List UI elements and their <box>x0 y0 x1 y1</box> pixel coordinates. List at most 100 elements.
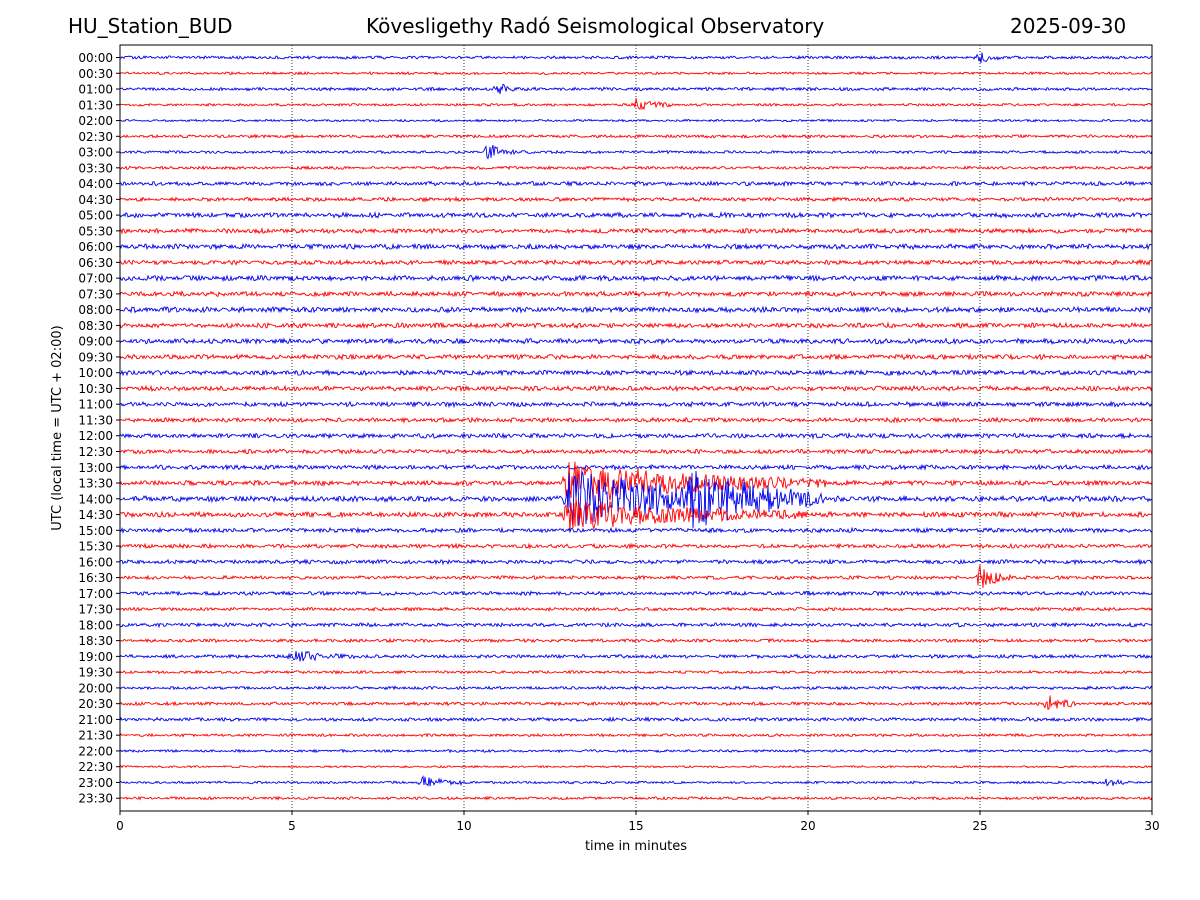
trace-1700 <box>119 590 1153 597</box>
trace-2130 <box>119 732 1153 738</box>
trace-0400 <box>119 179 1153 188</box>
y-tick-label: 06:00 <box>78 240 113 254</box>
y-tick-label: 03:30 <box>78 161 113 175</box>
trace-2300 <box>119 775 1153 787</box>
x-tick-label: 15 <box>628 819 643 833</box>
y-tick-label: 08:00 <box>78 303 113 317</box>
y-tick-label: 18:00 <box>78 618 113 632</box>
y-tick-label: 23:00 <box>78 776 113 790</box>
trace-2100 <box>119 716 1153 723</box>
trace-1100 <box>119 400 1153 409</box>
trace-0300 <box>119 145 1153 160</box>
y-tick-label: 15:30 <box>78 540 113 554</box>
trace-2330 <box>119 795 1153 801</box>
y-tick-label: 18:30 <box>78 634 113 648</box>
y-tick-label: 20:30 <box>78 697 113 711</box>
y-tick-label: 22:00 <box>78 744 113 758</box>
y-tick-label: 09:30 <box>78 350 113 364</box>
trace-0230 <box>119 133 1153 139</box>
y-axis-label: UTC (local time = UTC + 02:00) <box>50 325 65 530</box>
y-tick-label: 01:00 <box>78 83 113 97</box>
x-tick-label: 20 <box>800 819 815 833</box>
trace-0530 <box>119 226 1153 235</box>
y-tick-label: 11:00 <box>78 398 113 412</box>
y-tick-label: 07:30 <box>78 287 113 301</box>
y-tick-label: 21:30 <box>78 729 113 743</box>
y-tick-label: 13:00 <box>78 461 113 475</box>
trace-1000 <box>119 368 1153 377</box>
x-tick-label: 5 <box>288 819 296 833</box>
y-tick-label: 21:00 <box>78 713 113 727</box>
trace-1600 <box>119 558 1153 566</box>
trace-1630 <box>119 565 1153 588</box>
y-tick-label: 00:00 <box>78 51 113 65</box>
trace-1500 <box>119 526 1153 534</box>
y-tick-label: 03:00 <box>78 146 113 160</box>
y-tick-label: 14:00 <box>78 492 113 506</box>
trace-0200 <box>119 118 1153 123</box>
trace-1430 <box>119 497 1153 533</box>
station-name: HU_Station_BUD <box>68 14 233 38</box>
observatory-title: Kövesligethy Radó Seismological Observat… <box>366 14 825 38</box>
trace-1300 <box>119 463 1153 472</box>
y-tick-label: 05:00 <box>78 209 113 223</box>
y-tick-label: 09:00 <box>78 335 113 349</box>
trace-2230 <box>119 764 1153 769</box>
x-axis-label: time in minutes <box>585 839 687 854</box>
seismic-traces <box>119 52 1153 801</box>
y-tick-label: 16:00 <box>78 555 113 569</box>
trace-1530 <box>119 542 1153 550</box>
trace-0130 <box>119 98 1153 111</box>
trace-1900 <box>119 650 1153 662</box>
grid-lines <box>291 45 981 811</box>
y-tick-label: 02:30 <box>78 130 113 144</box>
trace-0500 <box>119 211 1153 220</box>
y-tick-label: 23:30 <box>78 792 113 806</box>
y-tick-label: 08:30 <box>78 319 113 333</box>
y-tick-label: 17:30 <box>78 603 113 617</box>
trace-1830 <box>119 637 1153 644</box>
y-tick-label: 19:00 <box>78 650 113 664</box>
trace-0330 <box>119 165 1153 171</box>
x-axis: 0 5 10 15 20 25 30 <box>116 811 1160 833</box>
y-tick-label: 05:30 <box>78 224 113 238</box>
trace-0730 <box>119 290 1153 298</box>
trace-0700 <box>119 274 1153 283</box>
y-tick-label: 11:30 <box>78 413 113 427</box>
trace-0800 <box>119 305 1153 314</box>
y-tick-label: 01:30 <box>78 98 113 112</box>
trace-0100 <box>119 83 1153 95</box>
y-tick-label: 22:30 <box>78 760 113 774</box>
trace-1230 <box>119 448 1153 456</box>
trace-0630 <box>119 258 1153 266</box>
y-tick-label: 00:30 <box>78 67 113 81</box>
trace-1330 <box>119 461 1153 502</box>
y-tick-label: 15:00 <box>78 524 113 538</box>
chart-date: 2025-09-30 <box>1010 14 1127 38</box>
y-tick-label: 12:30 <box>78 445 113 459</box>
y-tick-label: 10:00 <box>78 366 113 380</box>
y-tick-label: 07:00 <box>78 272 113 286</box>
y-tick-label: 19:30 <box>78 666 113 680</box>
trace-2000 <box>119 685 1153 691</box>
x-tick-label: 10 <box>456 819 471 833</box>
trace-1930 <box>119 669 1153 675</box>
trace-1400 <box>119 470 1153 529</box>
trace-2200 <box>119 748 1153 754</box>
y-tick-label: 04:30 <box>78 193 113 207</box>
x-tick-label: 25 <box>972 819 987 833</box>
trace-0900 <box>119 337 1153 346</box>
y-tick-label: 17:00 <box>78 587 113 601</box>
y-tick-label: 12:00 <box>78 429 113 443</box>
trace-0000 <box>119 52 1153 64</box>
trace-0030 <box>119 71 1153 76</box>
x-tick-label: 30 <box>1144 819 1159 833</box>
trace-1130 <box>119 416 1153 424</box>
y-tick-label: 04:00 <box>78 177 113 191</box>
trace-1800 <box>119 621 1153 629</box>
y-tick-label: 20:00 <box>78 681 113 695</box>
trace-1730 <box>119 606 1153 612</box>
y-tick-label: 06:30 <box>78 256 113 270</box>
